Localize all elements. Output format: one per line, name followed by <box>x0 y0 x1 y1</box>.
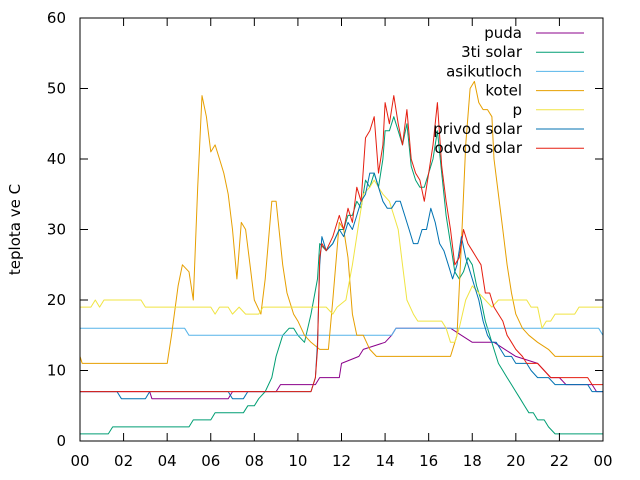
x-tick-label: 00 <box>70 452 89 470</box>
y-tick-label: 30 <box>47 221 66 239</box>
legend-label: p <box>512 101 522 119</box>
x-tick-label: 16 <box>419 452 438 470</box>
x-tick-label: 02 <box>114 452 133 470</box>
y-tick-label: 60 <box>47 9 66 27</box>
legend-label: odvod solar <box>434 139 522 157</box>
y-axis-title: teplota ve C <box>6 184 24 275</box>
y-tick-label: 0 <box>56 432 66 450</box>
x-tick-label: 06 <box>201 452 220 470</box>
series-line-kotel <box>79 80 603 364</box>
series-line-odvod-solar <box>80 95 603 393</box>
x-tick-label: 00 <box>593 452 612 470</box>
y-tick-label: 20 <box>47 291 66 309</box>
series-line-3ti-solar <box>80 116 603 435</box>
legend-label: privod solar <box>433 120 523 138</box>
x-tick-label: 10 <box>288 452 307 470</box>
x-tick-label: 14 <box>376 452 395 470</box>
y-tick-label: 10 <box>47 362 66 380</box>
x-tick-label: 12 <box>332 452 351 470</box>
x-tick-label: 20 <box>506 452 525 470</box>
y-tick-label: 50 <box>47 80 66 98</box>
y-tick-label: 40 <box>47 150 66 168</box>
series-line-asikutloch <box>80 327 604 336</box>
x-tick-label: 18 <box>463 452 482 470</box>
x-tick-label: 04 <box>158 452 177 470</box>
legend-label: puda <box>484 24 522 42</box>
x-tick-label: 22 <box>550 452 569 470</box>
legend-label: kotel <box>485 82 522 100</box>
legend-label: 3ti solar <box>461 43 523 61</box>
legend-label: asikutloch <box>446 62 522 80</box>
series-line-p <box>80 179 603 343</box>
series-layer <box>79 80 604 435</box>
x-tick-label: 08 <box>245 452 264 470</box>
